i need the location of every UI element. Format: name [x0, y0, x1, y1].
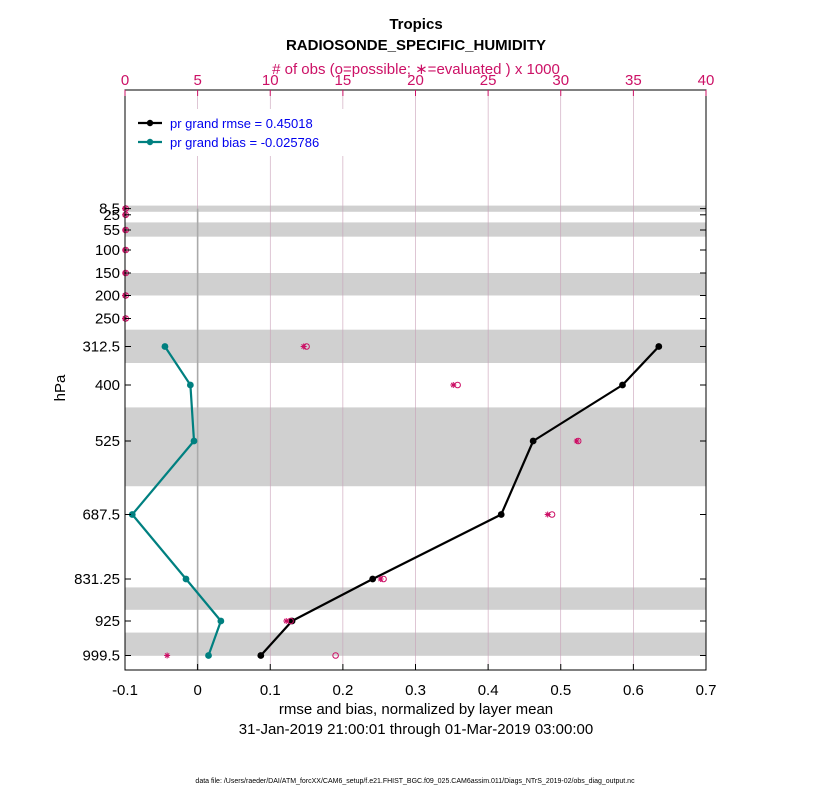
- data-series: [128, 343, 663, 659]
- x-tick-label-3: 0.2: [332, 682, 353, 699]
- x-tick-label-4: 0.3: [405, 682, 426, 699]
- series-1-point-2: [190, 437, 198, 445]
- top-tick-label-7: 35: [625, 72, 642, 89]
- obs-evaluated-9-stroke-3: [574, 438, 580, 444]
- obs-evaluated-7: [300, 343, 307, 350]
- y-tick-label-12: 925: [95, 613, 120, 630]
- x-tick-label-0: -0.1: [112, 682, 138, 699]
- top-axis-label: # of obs (o=possible; ∗=evaluated ) x 10…: [272, 61, 560, 78]
- x-axis-label-dates: 31-Jan-2019 21:00:01 through 01-Mar-2019…: [239, 721, 593, 738]
- y-tick-label-9: 525: [95, 433, 120, 450]
- top-tick-label-0: 0: [121, 72, 129, 89]
- y-tick-label-1: 25: [103, 207, 120, 224]
- y-tick-label-4: 150: [95, 265, 120, 282]
- obs-evaluated-8: [450, 382, 457, 388]
- top-tick-label-5: 25: [480, 72, 497, 89]
- y-tick-label-2: 55: [103, 222, 120, 239]
- series-0-point-4: [369, 575, 377, 583]
- series-1-point-4: [182, 575, 190, 583]
- obs-evaluated-11: [377, 576, 384, 582]
- top-tick-label-8: 40: [698, 72, 715, 89]
- y-tick-label-6: 250: [95, 311, 120, 328]
- chart-title: Tropics: [389, 16, 442, 33]
- obs-evaluated-12: [283, 618, 290, 624]
- y-tick-label-13: 999.5: [82, 648, 120, 665]
- legend-bias-marker: [146, 138, 154, 146]
- obs-evaluated-12-stroke-3: [283, 618, 289, 624]
- top-tick-label-4: 20: [407, 72, 424, 89]
- chart-subtitle: RADIOSONDE_SPECIFIC_HUMIDITY: [286, 37, 546, 54]
- y-tick-label-10: 687.5: [82, 507, 120, 524]
- y-tick-label-8: 400: [95, 377, 120, 394]
- top-tick-label-2: 10: [262, 72, 279, 89]
- data-file-footer: data file: /Users/raeder/DAI/ATM_forcXX/…: [195, 778, 635, 785]
- series-0-point-0: [655, 343, 663, 350]
- x-tick-label-6: 0.5: [550, 682, 571, 699]
- legend-rmse-label: pr grand rmse = 0.45018: [170, 116, 313, 131]
- legend-box: [131, 109, 344, 156]
- obs-evaluated-8-stroke-3: [450, 382, 456, 388]
- series-1-point-0: [161, 343, 169, 350]
- obs-possible-13: [332, 652, 339, 659]
- series-1-point-5: [217, 617, 225, 625]
- x-axis-label: rmse and bias, normalized by layer mean: [279, 701, 553, 718]
- obs-evaluated-7-stroke-3: [301, 344, 307, 349]
- series-0-point-6: [257, 652, 265, 659]
- x-tick-label-7: 0.6: [623, 682, 644, 699]
- y-tick-label-3: 100: [95, 242, 120, 259]
- y-tick-label-0: 8.5: [99, 201, 120, 218]
- chart: -0.1 0 0.1 0.2 0.3 0.4 0.5 0.6 0.7 0 5 10 15 20 25 30 35…: [52, 16, 716, 738]
- series-0-point-3: [497, 511, 505, 518]
- legend-bias-label: pr grand bias = -0.025786: [170, 135, 319, 150]
- obs-evaluated-9: [573, 438, 580, 444]
- grid-lines: [197, 90, 634, 670]
- obs-evaluated-10: [544, 511, 551, 518]
- y-tick-label-11: 831.25: [74, 571, 120, 588]
- y-axis-label: hPa: [52, 374, 69, 401]
- y-tick-label-7: 312.5: [82, 339, 120, 356]
- x-tick-label-5: 0.4: [478, 682, 499, 699]
- obs-evaluated-10-stroke-3: [545, 512, 551, 517]
- series-0-point-2: [529, 437, 537, 445]
- series-0-point-5: [288, 617, 296, 625]
- series-1-point-1: [186, 381, 194, 389]
- series-1-point-3: [128, 511, 136, 518]
- x-tick-label-1: 0: [193, 682, 201, 699]
- axes: -0.1 0 0.1 0.2 0.3 0.4 0.5 0.6 0.7 0 5 10 15 20 25 30 35…: [74, 72, 716, 699]
- x-tick-label-2: 0.1: [260, 682, 281, 699]
- y-tick-label-5: 200: [95, 288, 120, 305]
- top-tick-label-3: 15: [335, 72, 352, 89]
- series-1-point-6: [205, 652, 212, 659]
- legend-rmse-marker: [146, 119, 154, 127]
- top-tick-label-6: 30: [552, 72, 569, 89]
- obs-evaluated-13: [164, 652, 171, 659]
- obs-evaluated-13-stroke-3: [164, 653, 170, 658]
- obs-evaluated-11-stroke-3: [378, 576, 384, 582]
- legend: pr grand rmse = 0.45018 pr grand bias = …: [131, 109, 344, 156]
- series-0-point-1: [619, 381, 626, 389]
- top-tick-label-1: 5: [193, 72, 201, 89]
- x-tick-label-8: 0.7: [696, 682, 717, 699]
